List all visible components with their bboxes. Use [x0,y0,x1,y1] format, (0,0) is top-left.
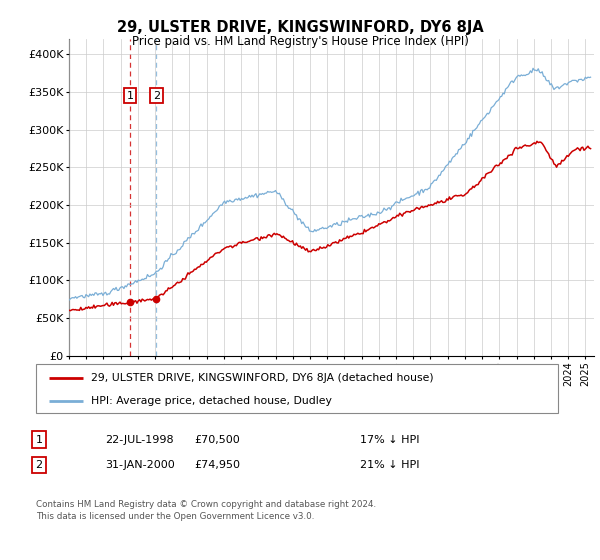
Text: 31-JAN-2000: 31-JAN-2000 [105,460,175,470]
Text: Price paid vs. HM Land Registry's House Price Index (HPI): Price paid vs. HM Land Registry's House … [131,35,469,48]
Text: 17% ↓ HPI: 17% ↓ HPI [360,435,419,445]
FancyBboxPatch shape [36,364,558,413]
Text: £74,950: £74,950 [194,460,240,470]
Text: 1: 1 [35,435,43,445]
Text: 29, ULSTER DRIVE, KINGSWINFORD, DY6 8JA (detached house): 29, ULSTER DRIVE, KINGSWINFORD, DY6 8JA … [91,373,433,383]
Text: HPI: Average price, detached house, Dudley: HPI: Average price, detached house, Dudl… [91,396,332,406]
Text: 2: 2 [153,91,160,101]
Text: 29, ULSTER DRIVE, KINGSWINFORD, DY6 8JA: 29, ULSTER DRIVE, KINGSWINFORD, DY6 8JA [116,20,484,35]
Text: 2: 2 [35,460,43,470]
Text: 21% ↓ HPI: 21% ↓ HPI [360,460,419,470]
Text: Contains HM Land Registry data © Crown copyright and database right 2024.
This d: Contains HM Land Registry data © Crown c… [36,500,376,521]
Text: 22-JUL-1998: 22-JUL-1998 [105,435,173,445]
Text: 1: 1 [127,91,134,101]
Text: £70,500: £70,500 [194,435,240,445]
